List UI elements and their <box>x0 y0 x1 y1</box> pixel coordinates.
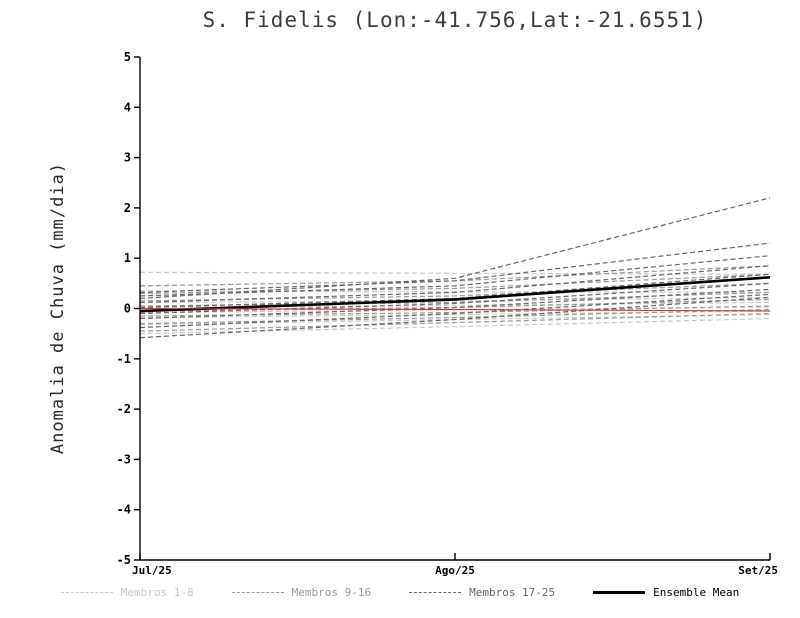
series-line <box>139 271 771 275</box>
y-tick-label: 5 <box>124 50 131 64</box>
legend-label: Membros 17-25 <box>469 586 556 599</box>
x-tick-label: Jul/25 <box>132 564 172 577</box>
y-tick-label: -4 <box>117 503 131 517</box>
series-line <box>139 276 771 313</box>
series-line <box>139 255 771 297</box>
series-line <box>139 296 771 339</box>
legend-item-membros-1-8: Membros 1-8 <box>60 586 194 599</box>
y-tick-label: 3 <box>124 151 131 165</box>
x-tick-label: Ago/25 <box>435 564 475 577</box>
x-tick-label: Set/25 <box>738 564 778 577</box>
y-tick-label: 4 <box>124 100 131 114</box>
series-line <box>139 307 771 312</box>
legend-line-sample-dashed <box>231 592 284 593</box>
series-line <box>139 197 771 300</box>
chart-title: S. Fidelis (Lon:-41.756,Lat:-21.6551) <box>202 8 708 32</box>
legend-label: Ensemble Mean <box>653 586 740 599</box>
y-tick-label: -2 <box>117 402 131 416</box>
series-line <box>139 242 771 294</box>
series-line <box>139 288 771 320</box>
series-line <box>139 310 771 319</box>
legend-item-ensemble-mean: Ensemble Mean <box>593 586 739 599</box>
legend-label: Membros 9-16 <box>291 586 372 599</box>
legend-item-membros-17-25: Membros 17-25 <box>409 586 555 599</box>
legend-label: Membros 1-8 <box>120 586 194 599</box>
y-tick-label: 2 <box>124 201 131 215</box>
series-line <box>139 312 771 332</box>
y-tick-label: 0 <box>124 302 131 316</box>
series-line <box>139 265 771 304</box>
series-line <box>139 296 771 304</box>
y-tick-label: -5 <box>117 553 131 567</box>
series-line <box>139 308 771 325</box>
y-tick-label: -1 <box>117 352 131 366</box>
series-line <box>139 317 771 335</box>
legend-item-membros-9-16: Membros 9-16 <box>231 586 372 599</box>
legend-line-sample-solid <box>593 591 646 594</box>
series-line <box>139 293 771 329</box>
legend-line-sample-dashed <box>60 592 113 593</box>
series-line <box>139 282 771 315</box>
legend: Membros 1-8 Membros 9-16 Membros 17-25 E… <box>0 586 800 599</box>
legend-line-sample-dashed <box>409 592 462 593</box>
y-tick-label: -3 <box>117 452 131 466</box>
y-tick-label: 1 <box>124 251 131 265</box>
